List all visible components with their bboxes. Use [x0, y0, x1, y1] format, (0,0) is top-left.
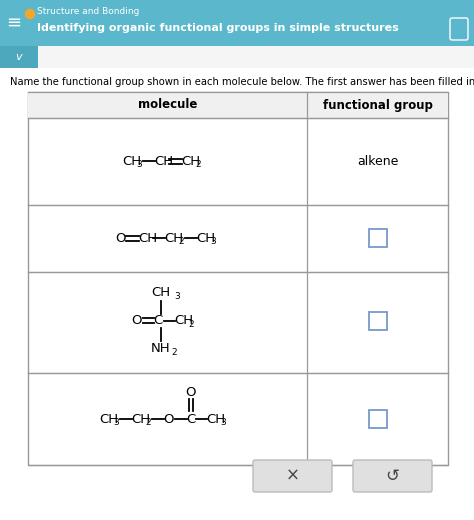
Text: 3: 3: [114, 418, 119, 427]
Text: alkene: alkene: [357, 155, 398, 168]
Text: 3: 3: [137, 160, 142, 170]
Text: 2: 2: [196, 160, 201, 170]
Text: C: C: [153, 314, 162, 327]
Text: CH: CH: [197, 232, 216, 245]
Text: CH: CH: [207, 413, 226, 426]
Text: CH: CH: [132, 413, 151, 426]
Text: Structure and Bonding: Structure and Bonding: [37, 7, 139, 17]
Text: Name the functional group shown in each molecule below. The first answer has bee: Name the functional group shown in each …: [10, 77, 474, 87]
Text: O: O: [132, 314, 142, 327]
FancyBboxPatch shape: [253, 460, 332, 492]
Text: 2: 2: [172, 348, 177, 357]
Circle shape: [26, 9, 35, 19]
Text: C: C: [187, 413, 196, 426]
Text: CH: CH: [164, 232, 184, 245]
Text: ≡: ≡: [7, 14, 21, 32]
Bar: [369, 312, 387, 330]
Text: 3: 3: [221, 418, 227, 427]
Text: CH: CH: [151, 287, 170, 300]
Text: CH: CH: [139, 232, 158, 245]
Text: 3: 3: [174, 292, 181, 301]
Text: ↺: ↺: [385, 467, 400, 485]
Text: CH: CH: [174, 314, 194, 327]
Text: CH: CH: [123, 155, 142, 168]
Bar: [0, 46, 38, 68]
Bar: [369, 410, 387, 428]
Bar: [28, 92, 448, 465]
Text: v: v: [16, 52, 22, 62]
Text: O: O: [164, 413, 174, 426]
Text: CH: CH: [100, 413, 119, 426]
Text: molecule: molecule: [138, 98, 197, 111]
Text: O: O: [185, 386, 196, 399]
Text: 2: 2: [146, 418, 151, 427]
Text: 3: 3: [210, 238, 217, 246]
Bar: [28, 92, 448, 118]
Bar: [0, 68, 474, 520]
Text: ×: ×: [285, 467, 300, 485]
Text: CH: CH: [182, 155, 201, 168]
FancyBboxPatch shape: [353, 460, 432, 492]
Text: NH: NH: [151, 342, 171, 355]
Text: CH: CH: [155, 155, 174, 168]
Bar: [0, 0, 474, 46]
Text: functional group: functional group: [323, 98, 433, 111]
Bar: [369, 229, 387, 248]
Text: O: O: [116, 232, 126, 245]
Text: Identifying organic functional groups in simple structures: Identifying organic functional groups in…: [37, 23, 399, 33]
Text: 2: 2: [189, 320, 194, 329]
Text: 2: 2: [179, 238, 184, 246]
